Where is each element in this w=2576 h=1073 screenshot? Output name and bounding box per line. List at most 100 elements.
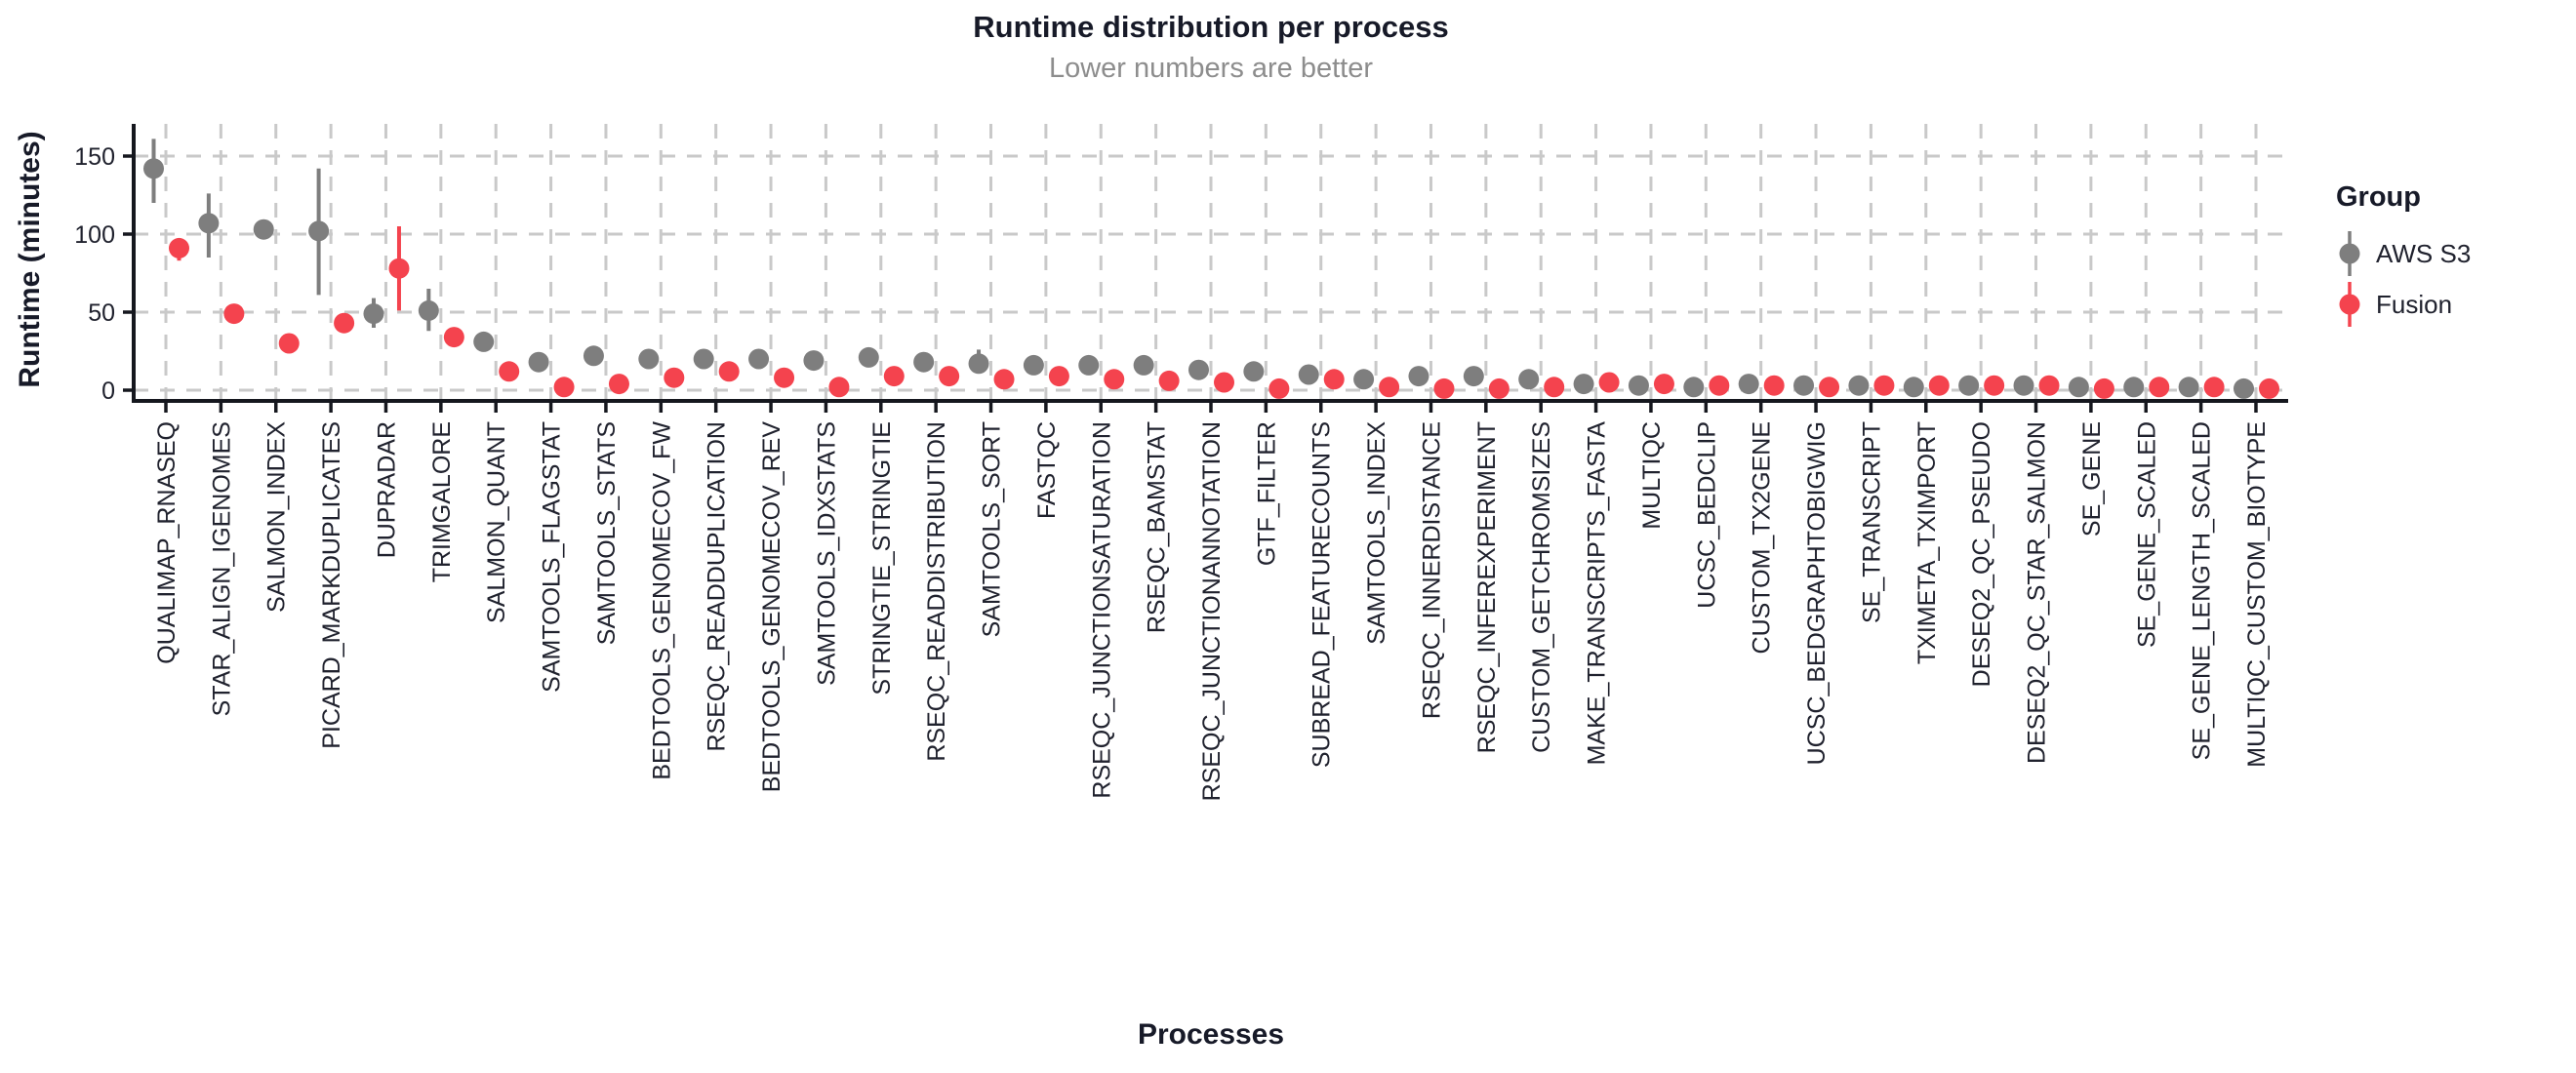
x-tick-label: BEDTOOLS_GENOMECOV_REV [758, 421, 785, 793]
y-tick-label: 150 [74, 143, 115, 171]
fusion-point [1928, 375, 1950, 396]
aws-s3-point [1903, 377, 1924, 398]
x-tick-label: RSEQC_INFEREXPERIMENT [1473, 421, 1501, 753]
x-tick-label: GTF_FILTER [1253, 421, 1280, 566]
aws-s3-point [1023, 354, 1044, 376]
fusion-point [2038, 375, 2060, 396]
aws-s3-point [1078, 354, 1100, 376]
fusion-point [2203, 377, 2225, 398]
fusion-point [664, 367, 685, 388]
fusion-point [1214, 372, 1234, 393]
x-tick-label: PICARD_MARKDUPLICATES [318, 421, 345, 749]
aws-s3-point [143, 158, 164, 179]
aws-s3-point [1848, 375, 1870, 396]
legend-item-fusion: Fusion [2336, 279, 2471, 330]
y-tick-label: 100 [74, 221, 115, 249]
aws-s3-point [583, 345, 604, 367]
aws-s3-point [2178, 377, 2199, 398]
fusion-point [1268, 378, 1290, 399]
x-tick-label: SE_GENE_LENGTH_SCALED [2189, 421, 2216, 760]
x-tick-label: RSEQC_INNERDISTANCE [1418, 421, 1445, 719]
chart-subtitle: Lower numbers are better [1048, 53, 1374, 84]
fusion-point [774, 367, 795, 388]
x-tick-label: SE_TRANSCRIPT [1858, 421, 1885, 623]
fusion-point [1598, 372, 1620, 393]
legend: Group AWS S3 Fusion [2336, 179, 2471, 330]
aws-s3-point [253, 219, 274, 240]
x-tick-label: SAMTOOLS_SORT [979, 421, 1006, 637]
x-tick-label: UCSC_BEDCLIP [1693, 421, 1720, 609]
x-tick-label: DESEQ2_QC_PSEUDO [1968, 421, 1995, 687]
x-tick-label: SE_GENE_SCALED [2133, 421, 2160, 648]
aws-s3-point [748, 348, 770, 370]
x-tick-label: UCSC_BEDGRAPHTOBIGWIG [1803, 421, 1831, 765]
aws-s3-point [198, 213, 220, 234]
aws-s3-point [1463, 366, 1484, 387]
x-tick-label: SALMON_QUANT [483, 421, 510, 623]
aws-s3-point [473, 331, 495, 352]
fusion-point [278, 333, 300, 354]
fusion-point [443, 327, 464, 348]
aws-s3-point [858, 346, 879, 368]
aws-s3-point [693, 348, 714, 370]
aws-s3-point [308, 220, 330, 242]
aws-s3-point [1188, 359, 1209, 380]
aws-s3-point [803, 350, 825, 372]
legend-label-fusion: Fusion [2376, 289, 2453, 319]
x-tick-label: SUBREAD_FEATURECOUNTS [1308, 421, 1336, 768]
fusion-point [1984, 375, 2005, 396]
x-tick-label: TXIMETA_TXIMPORT [1913, 421, 1941, 664]
y-tick-label: 50 [88, 299, 115, 327]
fusion-point [388, 258, 410, 279]
fusion-point [828, 377, 850, 398]
aws-s3-point [1408, 366, 1429, 387]
fusion-point [169, 237, 189, 258]
aws-s3-point [1738, 374, 1759, 395]
fusion-point [1104, 369, 1125, 390]
x-tick-label: MULTIQC [1638, 421, 1666, 530]
fusion-point [334, 312, 355, 334]
x-tick-label: CUSTOM_TX2GENE [1749, 421, 1776, 654]
fusion-point [718, 361, 740, 382]
x-tick-label: RSEQC_READDUPLICATION [704, 421, 731, 752]
legend-marker-shape [2339, 243, 2360, 264]
fusion-point [499, 361, 520, 382]
fusion-point [1763, 375, 1785, 396]
aws-s3-point [1353, 369, 1375, 390]
fusion-point [1653, 374, 1674, 395]
x-tick-label: SAMTOOLS_FLAGSTAT [539, 421, 566, 693]
legend-title: Group [2336, 181, 2421, 213]
x-tick-label: RSEQC_JUNCTIONSATURATION [1088, 421, 1115, 799]
x-tick-label: DUPRADAR [373, 421, 400, 558]
fusion-point [2149, 377, 2170, 398]
x-tick-label: BEDTOOLS_GENOMECOV_FW [648, 421, 675, 780]
fusion-point [1048, 366, 1069, 387]
aws-s3-pointrange-icon [2339, 231, 2360, 276]
x-tick-label: STAR_ALIGN_IGENOMES [208, 421, 235, 716]
fusion-point [1819, 377, 1840, 398]
fusion-point [939, 366, 960, 387]
aws-s3-point [1958, 375, 1980, 396]
aws-s3-point [1243, 361, 1265, 382]
aws-s3-point [1793, 375, 1815, 396]
x-tick-label: QUALIMAP_RNASEQ [153, 421, 181, 664]
fusion-point [1544, 377, 1565, 398]
aws-s3-point [1133, 354, 1154, 376]
aws-s3-point [2013, 375, 2034, 396]
legend-label-aws-s3: AWS S3 [2376, 238, 2472, 268]
fusion-point [608, 374, 629, 395]
aws-s3-point [913, 351, 935, 373]
aws-s3-point [2068, 377, 2089, 398]
y-tick-label: 0 [101, 378, 115, 405]
fusion-point [2093, 378, 2114, 399]
chart-title: Runtime distribution per process [973, 10, 1449, 44]
x-tick-label: MAKE_TRANSCRIPTS_FASTA [1584, 421, 1611, 766]
x-tick-label: SAMTOOLS_STATS [593, 421, 621, 645]
x-tick-label: SAMTOOLS_IDXSTATS [813, 421, 840, 686]
fusion-point [1323, 369, 1345, 390]
fusion-point [1433, 378, 1455, 399]
x-tick-label: DESEQ2_QC_STAR_SALMON [2024, 421, 2051, 764]
aws-s3-point [1683, 377, 1705, 398]
